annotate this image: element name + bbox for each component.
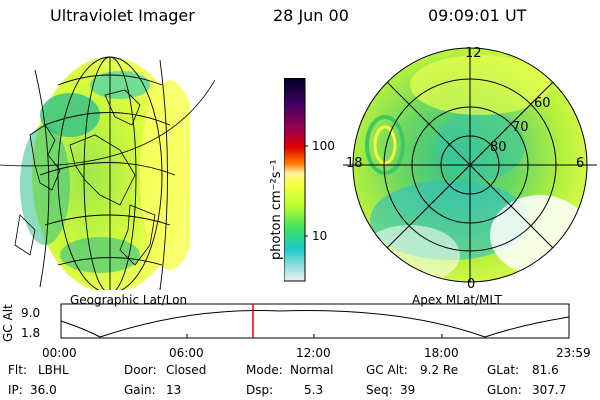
geo-limb-line bbox=[0, 79, 215, 167]
mlat-label-70: 70 bbox=[512, 120, 529, 135]
glon-label: GLon: bbox=[487, 383, 522, 397]
polar-panel-label: Apex MLat/MLT bbox=[412, 293, 502, 307]
colorbar-unit-label: photon cm⁻²s⁻¹ bbox=[269, 159, 284, 260]
alt-ytick-high: 9.0 bbox=[21, 306, 41, 320]
gcalt-label: GC Alt: bbox=[366, 363, 408, 377]
ip-value: 36.0 bbox=[30, 383, 57, 397]
seq-value: 39 bbox=[400, 383, 416, 397]
geographic-image bbox=[0, 56, 215, 290]
mlat-label-60: 60 bbox=[534, 96, 551, 111]
mlt-label-0: 0 bbox=[467, 277, 476, 292]
dsp-label: Dsp: bbox=[246, 383, 274, 397]
geo-coastlines bbox=[14, 89, 156, 266]
flt-value: LBHL bbox=[38, 363, 69, 377]
mlat-label-80: 80 bbox=[490, 140, 507, 155]
colorbar-tick-100: 100 bbox=[312, 139, 335, 153]
alt-xticks bbox=[186, 334, 443, 338]
gain-value: 13 bbox=[166, 383, 182, 397]
geo-panel-label: Geographic Lat/Lon bbox=[70, 293, 188, 307]
instrument-title: Ultraviolet Imager bbox=[50, 6, 195, 25]
glat-label: GLat: bbox=[487, 363, 520, 377]
mlt-label-6: 6 bbox=[576, 156, 585, 171]
mlt-label-12: 12 bbox=[465, 46, 482, 61]
flt-label: Flt: bbox=[8, 363, 27, 377]
alt-xtick-1200: 12:00 bbox=[296, 346, 331, 360]
glat-value: 81.6 bbox=[532, 363, 559, 377]
colorbar bbox=[284, 78, 308, 282]
time-label: 09:09:01 UT bbox=[428, 6, 527, 25]
alt-xtick-0000: 00:00 bbox=[42, 346, 77, 360]
glon-value: 307.7 bbox=[532, 383, 567, 397]
polar-grid bbox=[343, 47, 597, 283]
altitude-curve bbox=[60, 310, 570, 338]
dsp-value: 5.3 bbox=[304, 383, 324, 397]
polar-image bbox=[343, 47, 597, 283]
mlt-label-18: 18 bbox=[346, 156, 363, 171]
ip-label: IP: bbox=[8, 383, 23, 397]
alt-ylabel: GC Alt bbox=[1, 304, 15, 342]
altitude-plot bbox=[60, 303, 570, 339]
altitude-plot-frame bbox=[60, 303, 570, 339]
date-label: 28 Jun 00 bbox=[273, 6, 349, 25]
alt-xtick-0600: 06:00 bbox=[169, 346, 204, 360]
colorbar-ticks bbox=[305, 145, 308, 237]
gcalt-value: 9.2 Re bbox=[420, 363, 459, 377]
seq-label: Seq: bbox=[366, 383, 393, 397]
mode-value: Normal bbox=[290, 363, 334, 377]
alt-xtick-1800: 18:00 bbox=[424, 346, 459, 360]
door-value: Closed bbox=[166, 363, 207, 377]
colorbar-tick-10: 10 bbox=[312, 229, 328, 243]
door-label: Door: bbox=[124, 363, 157, 377]
gain-label: Gain: bbox=[124, 383, 156, 397]
alt-ytick-low: 1.8 bbox=[21, 326, 41, 340]
alt-xtick-2359: 23:59 bbox=[556, 346, 591, 360]
mode-label: Mode: bbox=[246, 363, 283, 377]
